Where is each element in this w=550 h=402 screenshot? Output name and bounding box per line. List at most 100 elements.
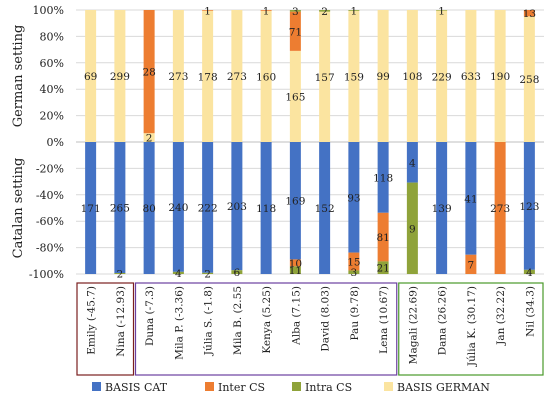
data-label: 108 xyxy=(402,71,422,83)
bar-german-inter_cs xyxy=(143,10,155,134)
bar-catalan-basis_cat xyxy=(85,142,97,274)
y-tick-label: -100% xyxy=(29,268,64,281)
data-label: 123 xyxy=(519,201,539,213)
data-label: 190 xyxy=(490,71,510,83)
data-label: 633 xyxy=(461,71,481,83)
data-label: 6 xyxy=(234,267,241,279)
data-label: 1 xyxy=(351,5,358,17)
data-label: 99 xyxy=(376,71,389,83)
bar-catalan-intra_cs xyxy=(114,273,126,274)
data-label: 2 xyxy=(204,268,211,280)
bar-catalan-intra_cs xyxy=(377,261,389,274)
bar-catalan-basis_cat xyxy=(289,142,301,260)
bar-german-basis_german xyxy=(436,10,448,142)
legend-label: BASIS CAT xyxy=(105,381,168,394)
category-label: Júlia S. (-1.8) xyxy=(203,286,215,356)
legend-label: Inter CS xyxy=(218,381,265,394)
data-label: 171 xyxy=(81,203,101,215)
category-label: Nil (34.3) xyxy=(524,286,536,337)
y-axis-ticks: 100% 80% 60% 40% 20% 0% -20% -40% -60% -80% -100% xyxy=(29,4,64,281)
bar-german-basis_german xyxy=(289,50,301,142)
data-label: 178 xyxy=(198,71,218,83)
group-boxes xyxy=(76,282,544,376)
y-tick-label: -60% xyxy=(36,215,64,228)
data-label: 2 xyxy=(117,269,124,281)
y-tick-label: 40% xyxy=(40,83,64,96)
category-label: Mila B. (2.55 xyxy=(232,286,244,355)
bar-german-inter_cs xyxy=(523,10,535,17)
bar-catalan-basis_cat xyxy=(377,142,389,213)
ylabel-catalan: Catalan setting xyxy=(11,158,26,259)
bar-catalan-basis_cat xyxy=(523,142,535,270)
bar-catalan-intra_cs xyxy=(172,271,184,274)
bar-german-intra_cs xyxy=(436,10,448,11)
bar-catalan-intra_cs xyxy=(202,272,214,274)
y-tick-label: 20% xyxy=(40,110,64,123)
data-label: 265 xyxy=(110,203,130,215)
legend: BASIS CAT Inter CS Intra CS BASIS GERMAN xyxy=(92,381,490,394)
bar-catalan-intra_cs xyxy=(523,269,535,274)
bar-german-inter_cs xyxy=(260,10,272,11)
bar-catalan-basis_cat xyxy=(143,142,155,274)
y-tick-label: 0% xyxy=(47,136,64,149)
bar-catalan-inter_cs xyxy=(494,142,506,274)
bar-german-basis_german xyxy=(523,16,535,142)
bar-german-basis_german xyxy=(494,10,506,142)
y-tick-label: 60% xyxy=(40,57,64,70)
bar-catalan-intra_cs xyxy=(231,270,243,274)
data-label: 80 xyxy=(142,203,155,215)
data-label: 2 xyxy=(146,133,153,145)
data-label: 10 xyxy=(289,258,302,270)
category-label: Júlia K. (30.17) xyxy=(466,286,478,367)
bar-german-intra_cs xyxy=(319,10,331,12)
category-label: Emily (-45.7) xyxy=(86,286,98,355)
data-label: 71 xyxy=(289,26,302,38)
group-box xyxy=(398,282,544,376)
data-label: 28 xyxy=(142,67,155,79)
bar-german-basis_german xyxy=(377,10,389,142)
data-label: 165 xyxy=(285,91,305,103)
bar-german-inter_cs xyxy=(202,10,214,11)
data-label: 3 xyxy=(351,267,358,279)
data-label: 229 xyxy=(432,71,452,83)
data-label: 160 xyxy=(256,71,276,83)
data-label: 93 xyxy=(347,192,360,204)
category-label: Lena (10.67) xyxy=(378,286,390,354)
bars xyxy=(85,10,535,274)
data-label: 118 xyxy=(256,203,276,215)
data-label: 21 xyxy=(376,263,389,275)
bar-catalan-intra_cs xyxy=(289,266,301,274)
ylabel-german: German setting xyxy=(11,25,26,128)
data-label: 152 xyxy=(315,203,335,215)
bar-german-intra_cs xyxy=(289,10,301,12)
category-label: David (8.03) xyxy=(320,286,332,352)
data-label: 11 xyxy=(289,265,302,277)
bar-german-basis_german xyxy=(85,10,97,142)
bar-german-basis_german xyxy=(319,11,331,143)
data-label: 3 xyxy=(292,6,299,18)
data-label: 15 xyxy=(347,257,360,269)
data-label: 273 xyxy=(490,203,510,215)
data-label: 81 xyxy=(376,232,389,244)
bar-catalan-intra_cs xyxy=(406,182,418,274)
data-label: 240 xyxy=(168,202,188,214)
legend-swatch xyxy=(92,382,101,391)
bar-german-basis_german xyxy=(143,133,155,142)
data-label: 222 xyxy=(198,202,218,214)
bar-german-intra_cs xyxy=(348,10,360,11)
category-label: Mila P. (-3.36) xyxy=(173,286,185,360)
category-labels: Emily (-45.7) Nina (-12.93) Duna (-7.3) Mil… xyxy=(86,286,537,367)
data-label: 1 xyxy=(263,5,270,17)
data-label: 118 xyxy=(373,172,393,184)
data-label: 1 xyxy=(204,5,211,17)
data-label: 9 xyxy=(409,223,416,235)
bar-catalan-basis_cat xyxy=(406,142,418,183)
bar-catalan-intra_cs xyxy=(348,270,360,274)
y-tick-label: -80% xyxy=(36,242,64,255)
bar-german-basis_german xyxy=(465,10,477,142)
data-label: 69 xyxy=(84,71,97,83)
legend-label: Intra CS xyxy=(305,381,352,394)
data-label: 139 xyxy=(432,203,452,215)
data-label: 41 xyxy=(464,193,477,205)
